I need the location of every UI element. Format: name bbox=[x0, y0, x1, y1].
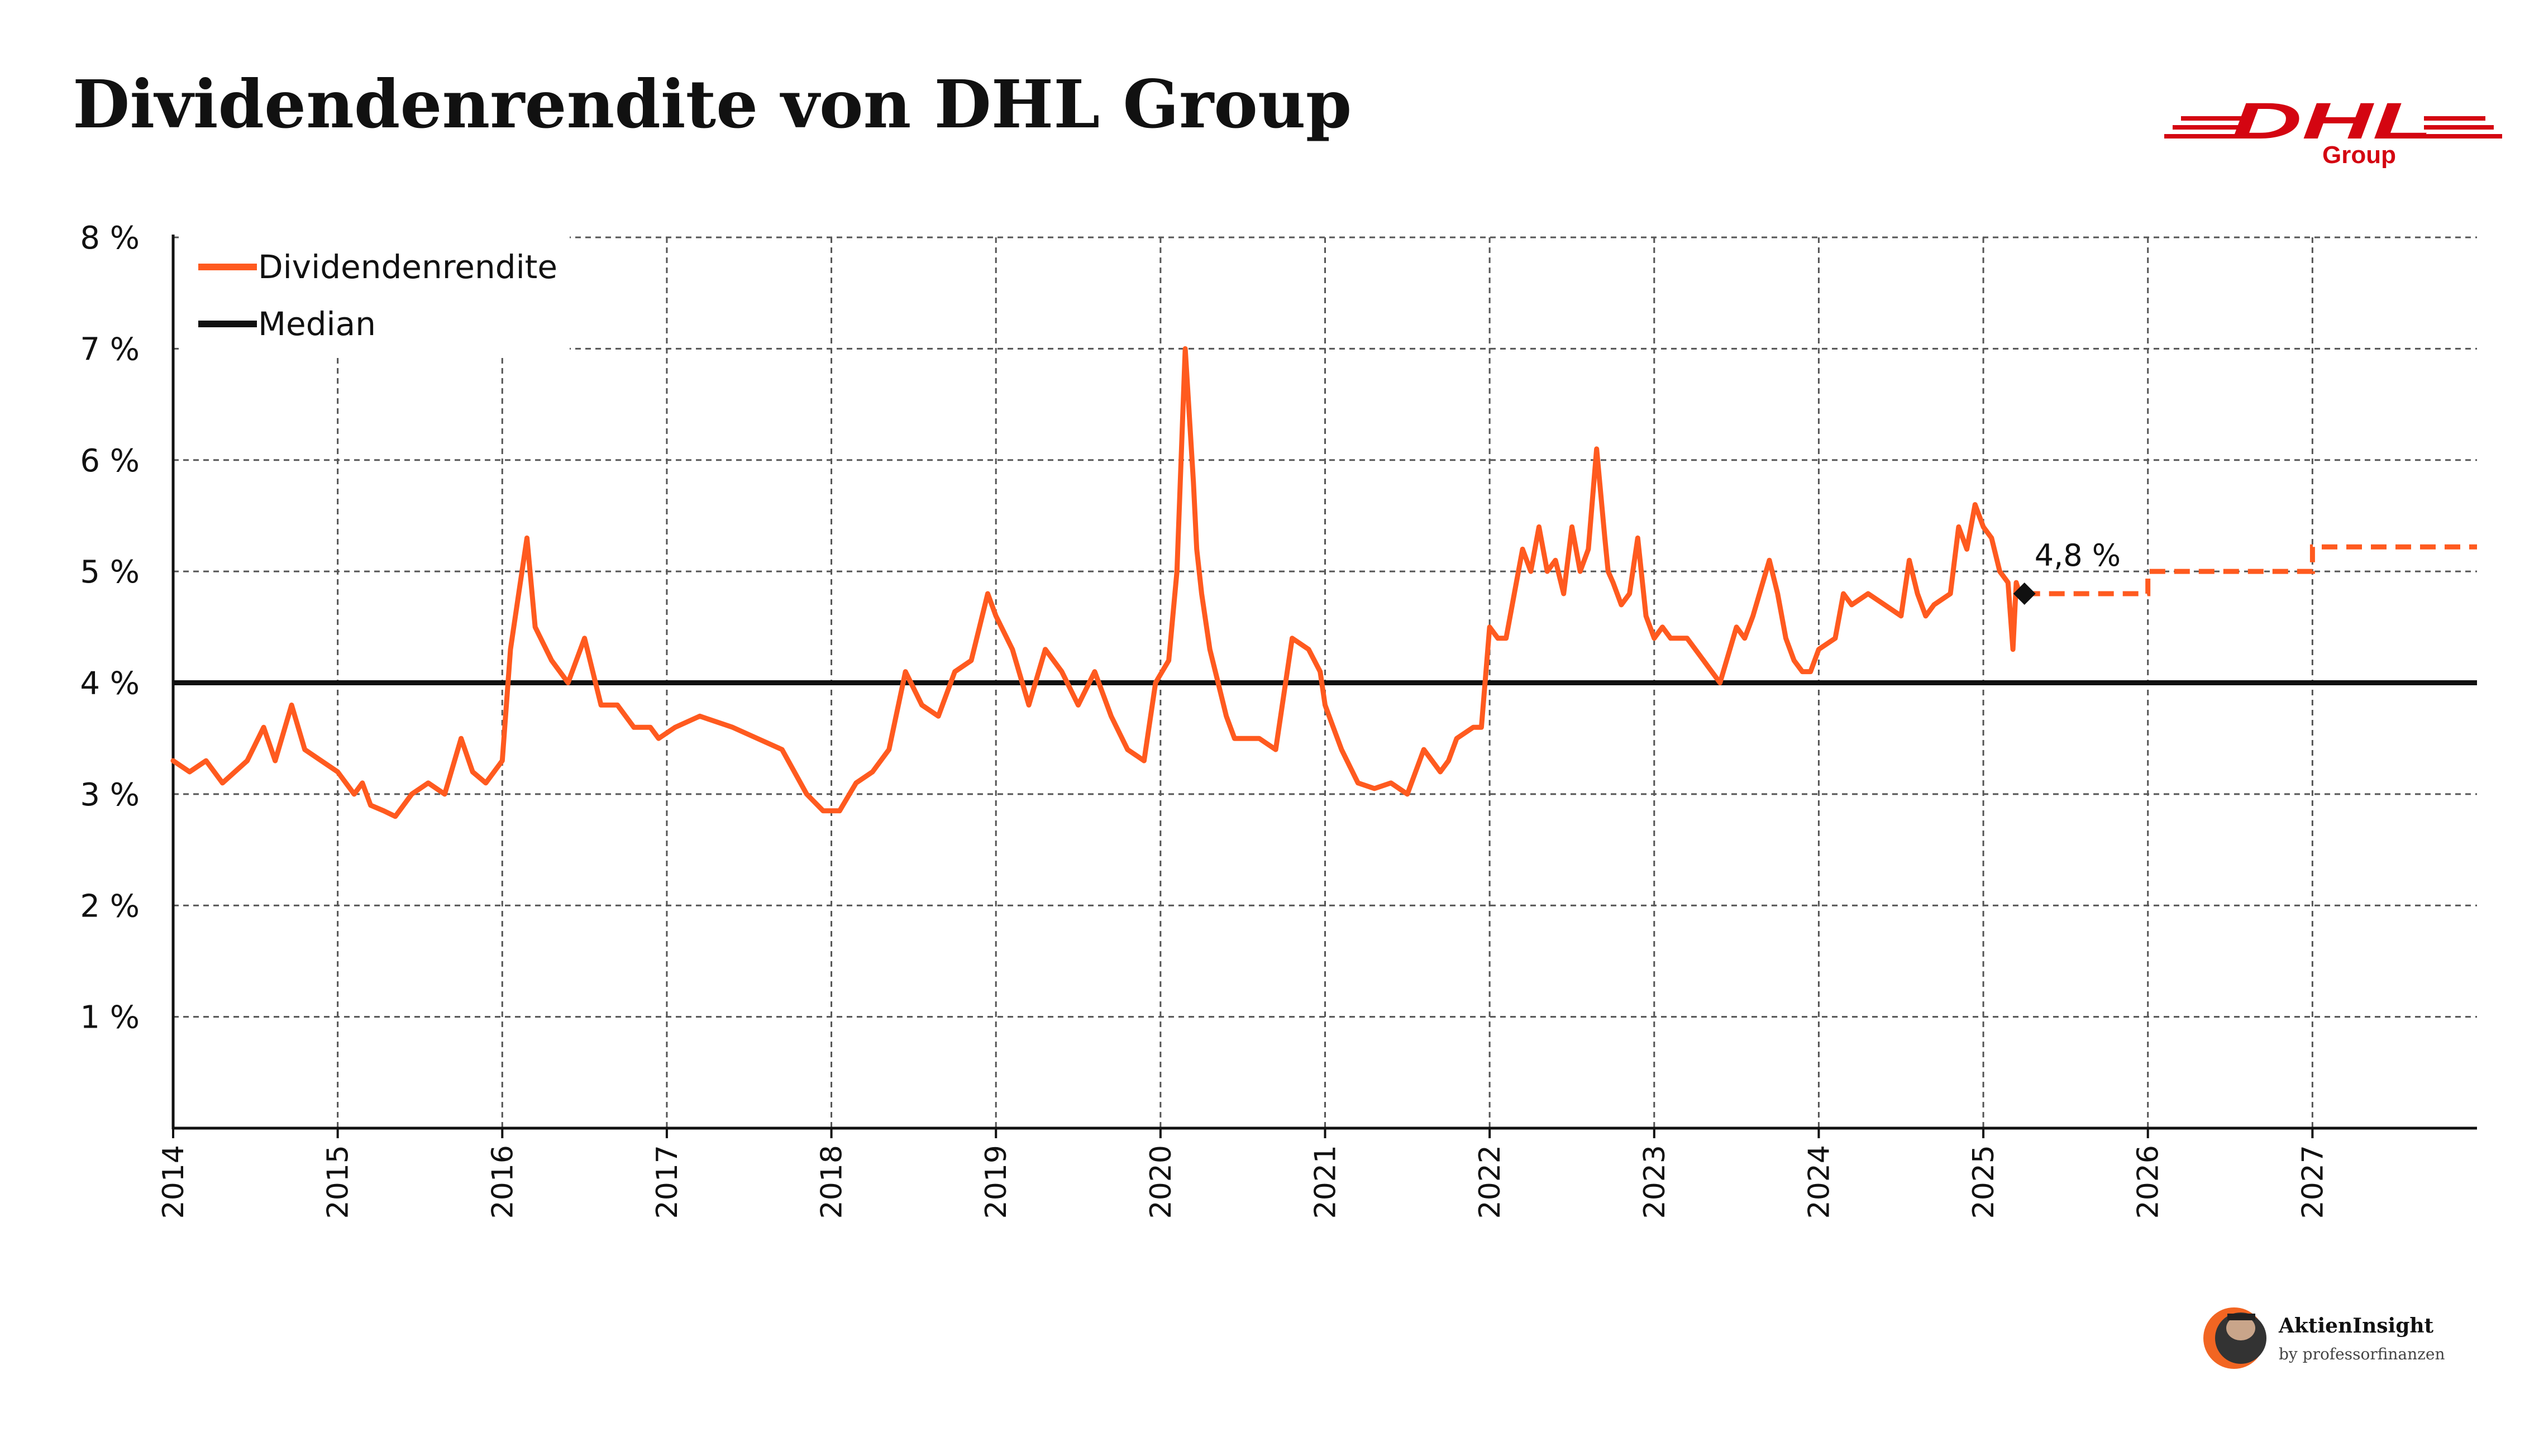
y-tick-labels: 1 % 2 % 3 % 4 % 5 % 6 % 7 % 8 % bbox=[80, 220, 140, 1036]
legend: Dividendenrendite Median bbox=[179, 229, 570, 355]
x-tick-label: 2016 bbox=[486, 1145, 519, 1219]
current-value-label: 4,8 % bbox=[2035, 538, 2121, 573]
y-tick-label: 6 % bbox=[80, 443, 140, 479]
x-tick-label: 2019 bbox=[980, 1145, 1013, 1219]
avatar-cap bbox=[2227, 1314, 2255, 1320]
logo-sub: Group bbox=[2322, 141, 2396, 169]
y-tick-label: 1 % bbox=[80, 1000, 140, 1036]
x-tick-label: 2017 bbox=[651, 1145, 684, 1219]
y-tick-label: 3 % bbox=[80, 777, 140, 813]
annotations: 4,8 % bbox=[2013, 538, 2121, 605]
y-tick-label: 7 % bbox=[80, 331, 140, 367]
legend-label-median: Median bbox=[258, 305, 376, 343]
legend-background bbox=[179, 229, 570, 355]
current-value-marker bbox=[2013, 583, 2036, 605]
legend-label-yield: Dividendenrendite bbox=[258, 248, 557, 286]
x-tick-label: 2020 bbox=[1144, 1145, 1178, 1219]
avatar-skin bbox=[2226, 1316, 2255, 1340]
branding: AktienInsight by professorfinanzen bbox=[2203, 1307, 2445, 1369]
x-tick-label: 2025 bbox=[1967, 1145, 2001, 1219]
x-tick-label: 2022 bbox=[1473, 1145, 1507, 1219]
x-tick-label: 2024 bbox=[1802, 1145, 1836, 1219]
series-forecast bbox=[2024, 544, 2477, 596]
chart-title: Dividendenrendite von DHL Group bbox=[73, 65, 1352, 143]
brand-name: AktienInsight bbox=[2278, 1314, 2434, 1338]
x-tick-label: 2014 bbox=[157, 1145, 190, 1219]
brand-sub: by professorfinanzen bbox=[2279, 1345, 2445, 1363]
x-tick-label: 2015 bbox=[322, 1145, 355, 1219]
y-tick-label: 4 % bbox=[80, 666, 140, 702]
logo-text: DHL bbox=[2231, 93, 2432, 150]
y-tick-label: 8 % bbox=[80, 220, 140, 256]
series-dividendenrendite bbox=[170, 346, 2027, 819]
dhl-logo: DHL Group bbox=[2164, 93, 2502, 169]
x-tick-label: 2021 bbox=[1309, 1145, 1343, 1219]
x-tick-label: 2018 bbox=[815, 1145, 849, 1219]
x-tick-label: 2023 bbox=[1638, 1145, 1672, 1219]
x-tick-labels: 2014 2015 2016 2017 2018 2019 2020 2021 2022 2023… bbox=[157, 1145, 2330, 1219]
y-tick-label: 5 % bbox=[80, 554, 140, 590]
x-tick-label: 2026 bbox=[2132, 1145, 2165, 1219]
logo-stripes bbox=[2164, 116, 2502, 139]
y-tick-label: 2 % bbox=[80, 888, 140, 924]
x-tick-label: 2027 bbox=[2296, 1145, 2330, 1219]
series-layer bbox=[170, 346, 2477, 819]
